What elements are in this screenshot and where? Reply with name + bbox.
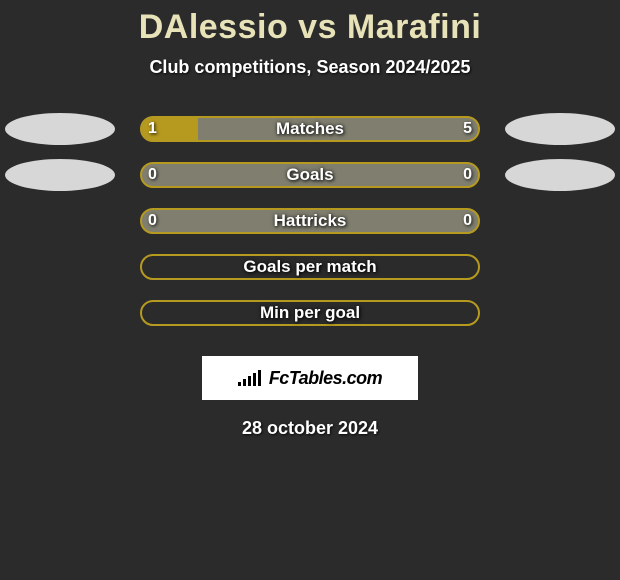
stat-value-left: 0 (148, 208, 157, 234)
player-right-marker (505, 159, 615, 191)
stat-value-right: 0 (463, 162, 472, 188)
stat-value-right: 5 (463, 116, 472, 142)
stat-row: Matches15 (0, 116, 620, 162)
stat-bar (140, 300, 480, 326)
stat-row: Min per goal (0, 300, 620, 346)
stat-bar (140, 162, 480, 188)
footer-date: 28 october 2024 (0, 418, 620, 439)
stat-bar (140, 208, 480, 234)
stat-value-left: 1 (148, 116, 157, 142)
player-left-marker (5, 113, 115, 145)
brand-badge[interactable]: FcTables.com (202, 356, 418, 400)
stat-bar (140, 116, 480, 142)
comparison-card: DAlessio vs Marafini Club competitions, … (0, 0, 620, 580)
brand-label: FcTables.com (269, 368, 382, 389)
stats-container: Matches15Goals00Hattricks00Goals per mat… (0, 116, 620, 346)
bar-chart-icon (238, 370, 261, 386)
player-right-marker (505, 113, 615, 145)
stat-value-right: 0 (463, 208, 472, 234)
stat-row: Hattricks00 (0, 208, 620, 254)
stat-bar (140, 254, 480, 280)
stat-row: Goals00 (0, 162, 620, 208)
stat-value-left: 0 (148, 162, 157, 188)
page-subtitle: Club competitions, Season 2024/2025 (0, 57, 620, 78)
page-title: DAlessio vs Marafini (0, 0, 620, 47)
player-left-marker (5, 159, 115, 191)
stat-row: Goals per match (0, 254, 620, 300)
